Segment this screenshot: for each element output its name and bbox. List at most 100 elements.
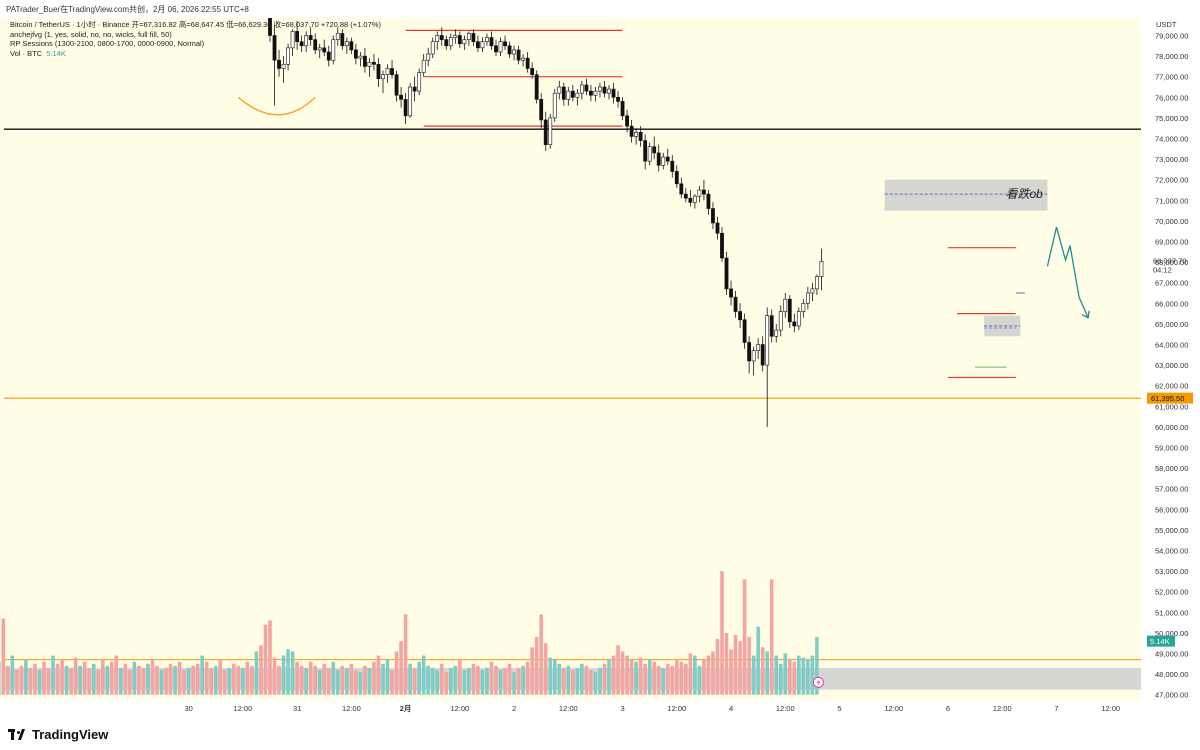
symbol-ohlc-line[interactable]: Bitcoin / TetherUS · 1小时 · Binance 开=67,… xyxy=(10,20,381,29)
candle-body[interactable] xyxy=(331,39,336,61)
candle-body[interactable] xyxy=(607,88,611,94)
candle-body[interactable] xyxy=(376,64,381,80)
candle-body[interactable] xyxy=(742,319,747,343)
candle-body[interactable] xyxy=(448,37,453,47)
candle-body[interactable] xyxy=(702,189,706,195)
candle-body[interactable] xyxy=(724,257,729,290)
candle-body[interactable] xyxy=(670,160,675,172)
candle-body[interactable] xyxy=(430,41,435,55)
candle-body[interactable] xyxy=(674,171,679,185)
candle-body[interactable] xyxy=(530,68,535,75)
indicator-sessions-line[interactable]: RP Sessions (1300-2100, 0800-1700, 0000-… xyxy=(10,39,205,49)
candle-body[interactable] xyxy=(787,298,792,323)
candle-body[interactable] xyxy=(408,86,413,117)
candle-body[interactable] xyxy=(394,74,399,96)
candle-body[interactable] xyxy=(616,97,620,102)
candle-body[interactable] xyxy=(435,35,440,42)
candle-body[interactable] xyxy=(661,156,666,166)
candle-body[interactable] xyxy=(697,189,702,197)
candle-body[interactable] xyxy=(747,342,752,362)
candle-body[interactable] xyxy=(471,33,476,42)
candle-body[interactable] xyxy=(729,288,733,298)
candle-body[interactable] xyxy=(656,152,661,166)
candle-body[interactable] xyxy=(715,222,720,234)
candle-body[interactable] xyxy=(507,45,512,55)
candle-body[interactable] xyxy=(638,132,643,141)
candle-body[interactable] xyxy=(322,47,327,53)
tradingview-brand[interactable]: TradingView xyxy=(8,727,108,742)
candle-body[interactable] xyxy=(751,350,756,362)
candle-body[interactable] xyxy=(494,45,498,53)
candle-body[interactable] xyxy=(403,99,408,117)
candle-body[interactable] xyxy=(548,117,553,145)
indicator-fvg-line[interactable]: anchejfvg (1, yes, solid, no, no, wicks,… xyxy=(10,29,172,39)
candle-body[interactable] xyxy=(304,35,309,47)
candle-body[interactable] xyxy=(774,329,779,337)
candle-body[interactable] xyxy=(796,311,801,327)
candle-body[interactable] xyxy=(611,88,616,98)
candle-body[interactable] xyxy=(516,49,521,61)
candle-body[interactable] xyxy=(629,125,634,137)
candle-body[interactable] xyxy=(584,84,589,92)
candle-body[interactable] xyxy=(593,90,598,96)
candle-body[interactable] xyxy=(503,41,507,47)
candle-body[interactable] xyxy=(277,59,281,69)
candle-body[interactable] xyxy=(652,146,657,154)
candle-body[interactable] xyxy=(299,41,304,47)
candle-body[interactable] xyxy=(476,41,480,49)
candle-body[interactable] xyxy=(566,90,571,100)
candle-body[interactable] xyxy=(602,86,607,94)
candle-body[interactable] xyxy=(512,49,516,55)
candle-body[interactable] xyxy=(683,193,688,199)
candle-body[interactable] xyxy=(760,344,765,366)
candle-body[interactable] xyxy=(647,146,652,162)
candle-body[interactable] xyxy=(489,37,494,47)
projection-path[interactable] xyxy=(1046,226,1089,318)
candle-body[interactable] xyxy=(575,92,580,98)
candle-body[interactable] xyxy=(421,59,426,73)
candle-body[interactable] xyxy=(412,86,417,92)
candle-body[interactable] xyxy=(625,115,629,127)
candle-body[interactable] xyxy=(589,90,593,96)
candle-body[interactable] xyxy=(688,197,693,203)
candle-body[interactable] xyxy=(363,55,367,67)
candle-body[interactable] xyxy=(462,39,467,45)
candle-body[interactable] xyxy=(765,315,770,366)
candle-body[interactable] xyxy=(457,35,462,45)
candle-body[interactable] xyxy=(620,101,625,117)
candle-body[interactable] xyxy=(783,298,788,312)
candle-body[interactable] xyxy=(453,35,458,38)
candle-body[interactable] xyxy=(485,37,489,42)
candle-body[interactable] xyxy=(295,31,300,42)
candle-body[interactable] xyxy=(521,57,526,61)
candle-body[interactable] xyxy=(353,49,358,59)
candle-body[interactable] xyxy=(557,86,562,94)
candle-body[interactable] xyxy=(326,51,331,61)
candle-body[interactable] xyxy=(643,140,648,162)
candle-body[interactable] xyxy=(372,61,376,65)
candle-body[interactable] xyxy=(286,47,290,65)
indicator-volume-line[interactable]: Vol · BTC 5.14K xyxy=(10,49,381,59)
ob-zone[interactable] xyxy=(984,315,1021,337)
candle-body[interactable] xyxy=(810,288,815,294)
price-chart[interactable]: 看跌ob 79,000.00 78,000.00 77,000.00 76,000.0… xyxy=(0,10,1200,718)
candle-body[interactable] xyxy=(426,53,431,61)
candle-body[interactable] xyxy=(665,156,670,162)
candle-body[interactable] xyxy=(598,86,602,92)
candle-body[interactable] xyxy=(444,39,449,47)
candle-body[interactable] xyxy=(692,195,697,203)
candle-body[interactable] xyxy=(570,90,575,98)
candle-body[interactable] xyxy=(819,261,824,277)
candle-body[interactable] xyxy=(525,57,530,69)
candle-body[interactable] xyxy=(480,41,485,49)
candle-body[interactable] xyxy=(579,84,584,94)
candle-body[interactable] xyxy=(561,86,566,100)
candle-body[interactable] xyxy=(344,41,349,47)
candle-body[interactable] xyxy=(390,68,394,75)
candle-body[interactable] xyxy=(349,41,354,51)
candle-body[interactable] xyxy=(340,33,345,47)
candle-body[interactable] xyxy=(805,292,810,304)
candle-body[interactable] xyxy=(733,296,738,312)
candle-body[interactable] xyxy=(711,208,715,224)
candle-body[interactable] xyxy=(769,315,774,337)
